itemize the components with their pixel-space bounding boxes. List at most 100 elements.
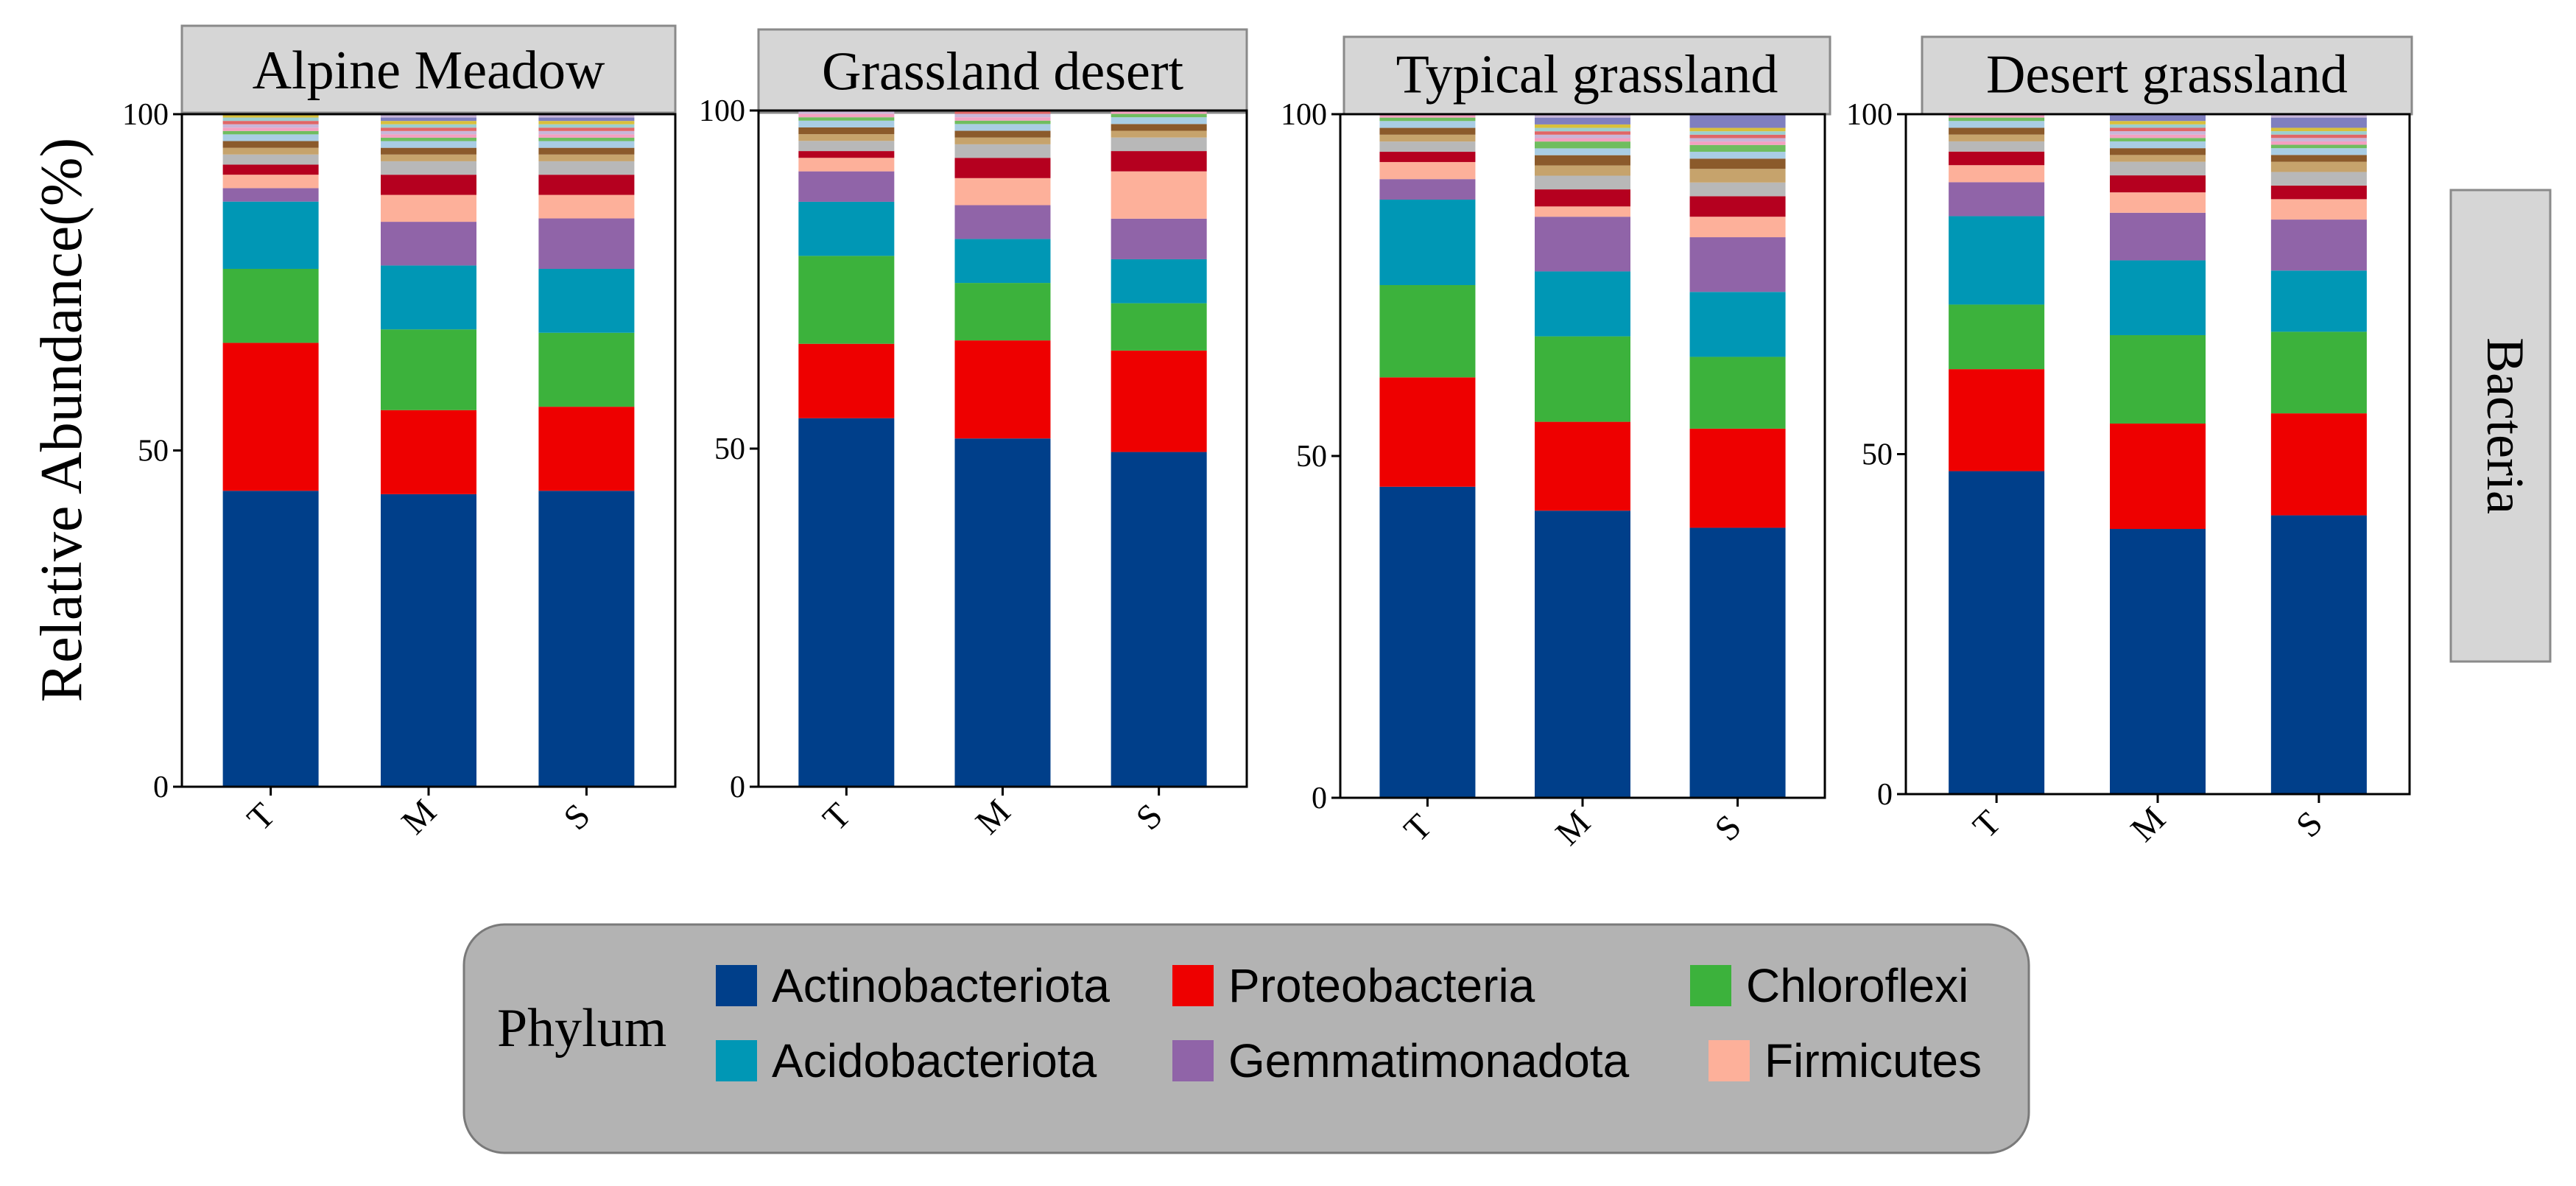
legend-item: Firmicutes <box>1708 1034 1982 1087</box>
bar-segment-other <box>1689 169 1786 183</box>
bar-segment-other <box>1111 151 1207 172</box>
bar-segment-other <box>1379 141 1476 152</box>
panels: Alpine Meadow T M S 0 50 100 Grassland desert T M… <box>122 24 2413 853</box>
y-tick-label: 50 <box>714 432 745 466</box>
legend-label: Gemmatimonadota <box>1228 1034 1630 1087</box>
panel-title: Grassland desert <box>822 41 1184 102</box>
bar-segment-other <box>2270 155 2367 162</box>
bar-segment <box>1689 357 1786 429</box>
bar-segment <box>1535 271 1630 337</box>
bar-segment-other <box>1949 117 2045 122</box>
bar-segment-other <box>2270 161 2367 172</box>
bar-segment-other <box>1535 175 1630 190</box>
bar-segment <box>954 438 1051 787</box>
bar-segment <box>798 171 895 202</box>
bar-segment-other <box>538 147 635 155</box>
row-strip: Bacteria <box>2449 189 2552 663</box>
chart-panel: Desert grassland T M S 0 50 100 <box>1846 35 2413 849</box>
bar-segment-other <box>1535 148 1630 155</box>
bar-segment-other <box>1689 152 1786 159</box>
bar-segment-other <box>381 154 476 161</box>
bar-segment <box>2110 334 2206 424</box>
bar-segment-other <box>954 137 1051 144</box>
bar-segment-other <box>222 114 319 118</box>
panel-title-strip <box>757 28 1248 114</box>
panel-title: Typical grassland <box>1396 45 1778 105</box>
bar-segment-other <box>798 120 895 127</box>
chart-panel: Typical grassland T M S 0 50 100 <box>1281 35 1831 853</box>
bar-segment-other <box>381 134 476 138</box>
bar-segment-other <box>1379 134 1476 142</box>
bar-segment-other <box>1689 114 1786 128</box>
bar-segment-other <box>2270 172 2367 186</box>
bar-segment <box>2270 199 2367 220</box>
bar-segment-other <box>1949 121 2045 128</box>
bar-segment <box>1535 336 1630 422</box>
bar-segment-other <box>381 147 476 155</box>
bar-segment-other <box>2270 134 2367 138</box>
bar-segment <box>1689 527 1786 798</box>
bar-segment-other <box>1379 121 1476 128</box>
bar-segment-other <box>1111 113 1207 118</box>
bar-segment-other <box>2110 121 2206 124</box>
bar-segment-other <box>1535 155 1630 166</box>
legend-box <box>462 923 2030 1154</box>
bar-segment-other <box>1535 138 1630 142</box>
bar-segment-other <box>1689 141 1786 145</box>
bar-segment <box>1379 486 1476 798</box>
x-tick-label: M <box>1548 803 1598 853</box>
bar-segment-other <box>954 130 1051 138</box>
x-tick-label: T <box>240 796 283 838</box>
bar-segment-other <box>2110 131 2206 135</box>
panel-title-strip <box>180 24 677 114</box>
bar-segment-other <box>2270 185 2367 200</box>
bar-segment-other <box>1535 114 1630 118</box>
bar-segment-other <box>1689 138 1786 142</box>
bar-segment-other <box>798 110 895 114</box>
bar-segment-other <box>538 130 635 135</box>
bar-segment-other <box>954 124 1051 131</box>
bar-segment <box>2270 270 2367 332</box>
bar-segment-other <box>2110 127 2206 132</box>
bar-segment-other <box>222 124 319 128</box>
bar-segment-other <box>1111 117 1207 124</box>
panel-title-strip <box>1342 35 1831 116</box>
y-tick-label: 100 <box>122 98 169 132</box>
bar-segment <box>1949 165 2045 183</box>
bar-segment-other <box>2110 124 2206 128</box>
legend-swatch <box>716 965 757 1006</box>
legend-swatch <box>1690 965 1731 1006</box>
bar-segment <box>1379 179 1476 200</box>
y-tick-label: 0 <box>1312 782 1327 815</box>
bar-segment-other <box>2110 141 2206 149</box>
bar-segment <box>381 222 476 266</box>
bar-segment <box>222 188 319 202</box>
legend: Phylum Actinobacteriota Proteobacteria Chl… <box>462 923 2030 1154</box>
bar-segment <box>954 239 1051 284</box>
bar-segment <box>1949 369 2045 471</box>
bar-segment-other <box>1535 189 1630 207</box>
bar-segment <box>381 265 476 330</box>
legend-item: Acidobacteriota <box>716 1034 1097 1087</box>
bar-segment-other <box>381 127 476 131</box>
bar-segment <box>1111 218 1207 259</box>
bar-segment-other <box>381 124 476 128</box>
x-tick-label: M <box>968 792 1018 842</box>
legend-item: Proteobacteria <box>1172 959 1535 1012</box>
bar-segment-other <box>954 117 1051 121</box>
bar-segment <box>1689 292 1786 357</box>
bar-segment-other <box>1535 134 1630 138</box>
bar-segment-other <box>1379 127 1476 135</box>
bar-segment-other <box>381 141 476 148</box>
bar-segment <box>1379 377 1476 487</box>
y-tick-label: 50 <box>1296 440 1327 474</box>
bar-segment-other <box>2110 114 2206 122</box>
bar-segment <box>538 332 635 407</box>
bar-segment-other <box>2110 148 2206 155</box>
bar-segment <box>1689 217 1786 238</box>
bar-segment-other <box>381 137 476 141</box>
bar-segment-other <box>2270 117 2367 128</box>
bar-segment <box>954 340 1051 439</box>
bar-segment <box>798 256 895 344</box>
